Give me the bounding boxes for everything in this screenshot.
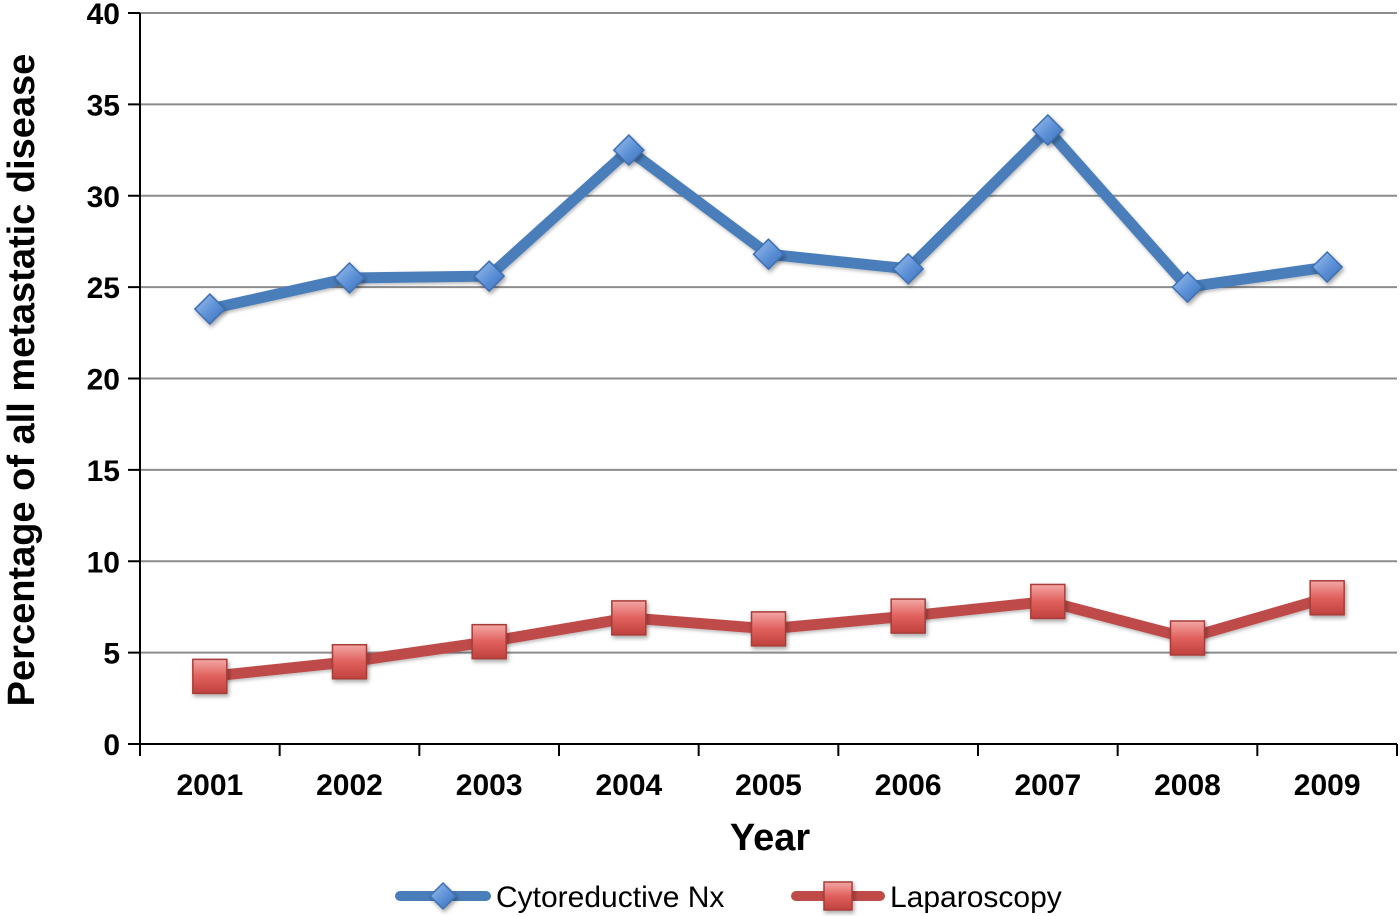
- x-tick-labels: 2001 2002 2003 2004 2005 2006 2007 2008 2009: [176, 769, 1360, 802]
- y-tick-labels: 0 5 10 15 20 25 30 35 40: [87, 0, 120, 762]
- data-point: [612, 134, 645, 167]
- x-tick-label: 2001: [176, 769, 243, 802]
- data-point: [890, 598, 926, 634]
- data-point: [331, 644, 368, 680]
- y-tick-label: 10: [87, 546, 120, 579]
- series-2: [192, 580, 1345, 695]
- data-point: [193, 292, 226, 326]
- y-tick-label: 40: [87, 0, 120, 31]
- x-tick-label: 2009: [1294, 769, 1361, 802]
- gridlines: [140, 12, 1397, 654]
- legend-marker: [823, 881, 853, 911]
- x-tick-label: 2008: [1154, 769, 1221, 802]
- data-point: [892, 252, 925, 285]
- y-axis-title: Percentage of all metastatic disease: [1, 54, 43, 707]
- x-tick-label: 2005: [735, 769, 802, 802]
- data-point: [473, 260, 506, 293]
- data-point: [1171, 271, 1204, 304]
- data-point: [1309, 580, 1345, 616]
- x-tick-label: 2003: [456, 769, 523, 802]
- x-tick-label: 2002: [316, 769, 383, 802]
- y-tick-label: 20: [87, 364, 120, 397]
- data-point: [1031, 113, 1064, 147]
- data-point: [1169, 620, 1206, 656]
- legend-label: Laparoscopy: [890, 881, 1062, 914]
- legend-item: Laparoscopy: [791, 881, 1062, 914]
- x-axis-title: Year: [730, 817, 811, 859]
- legend: Cytoreductive Nx Laparoscopy: [395, 881, 1062, 914]
- data-point: [1311, 250, 1344, 284]
- data-point: [471, 623, 507, 660]
- x-tick-label: 2007: [1014, 769, 1081, 802]
- series: [192, 113, 1345, 695]
- x-tick-label: 2006: [875, 769, 942, 802]
- legend-item: Cytoreductive Nx: [395, 881, 724, 914]
- data-point: [1030, 583, 1066, 620]
- legend-marker: [428, 881, 458, 911]
- y-tick-label: 0: [103, 729, 120, 762]
- y-tick-label: 15: [87, 455, 120, 488]
- y-tick-label: 25: [87, 272, 120, 305]
- y-tick-label: 5: [103, 638, 120, 671]
- data-point: [750, 611, 787, 647]
- data-point: [333, 261, 366, 295]
- data-point: [752, 238, 785, 271]
- series-1: [193, 113, 1344, 326]
- y-tick-label: 35: [87, 89, 120, 122]
- data-point: [611, 600, 647, 636]
- data-point: [192, 658, 228, 695]
- legend-label: Cytoreductive Nx: [496, 881, 724, 914]
- axes: [128, 12, 1398, 756]
- y-tick-label: 30: [87, 181, 120, 214]
- x-tick-label: 2004: [595, 769, 662, 802]
- series-line: [204, 124, 1333, 315]
